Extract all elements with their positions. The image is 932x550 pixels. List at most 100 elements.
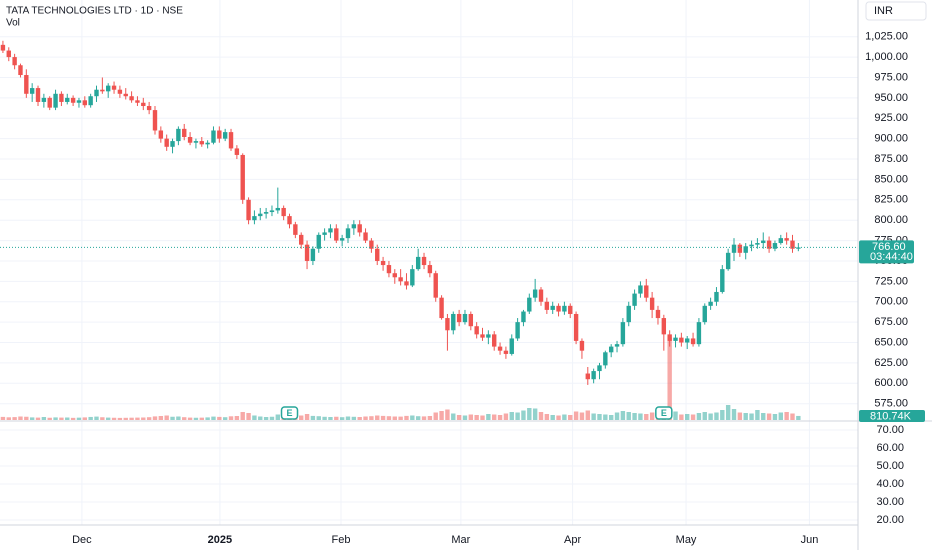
volume-bar [620, 411, 626, 420]
volume-bar [76, 417, 82, 420]
candle-body [205, 142, 210, 145]
volume-bar [597, 414, 602, 420]
candle-body [111, 85, 117, 90]
y-tick-label: 575.00 [874, 398, 908, 410]
volume-bar [673, 411, 678, 420]
volume-bar [380, 415, 386, 420]
volume-bar [199, 417, 204, 420]
candle-body [304, 244, 310, 261]
y2-tick-label: 70.00 [876, 424, 904, 436]
candle-body [322, 232, 327, 235]
candle-body [579, 340, 585, 351]
candle-body [29, 88, 35, 94]
volume-bar [509, 412, 514, 420]
volume-bar [696, 413, 702, 420]
volume-bar [334, 416, 339, 420]
y-tick-label: 1,025.00 [865, 31, 908, 43]
volume-bar [47, 417, 52, 420]
candle-body [562, 305, 567, 312]
volume-bar [480, 415, 485, 420]
candle-body [100, 89, 105, 92]
candle-body [462, 313, 468, 323]
volume-bar [515, 412, 520, 420]
volume-bar [339, 417, 345, 420]
volume-bar [88, 416, 93, 420]
x-tick-label: Mar [451, 534, 470, 546]
candle-body [573, 313, 579, 341]
volume-bar [573, 411, 579, 420]
countdown-label: 03:44:40 [870, 251, 913, 263]
volume-bar [240, 412, 245, 420]
y-tick-label: 875.00 [874, 153, 908, 165]
currency-button[interactable] [865, 1, 927, 21]
volume-bar [708, 413, 713, 420]
candle-body [35, 88, 41, 102]
volume-bar [6, 417, 11, 420]
candle-body [591, 371, 596, 380]
volume-bar [228, 416, 234, 420]
y2-tick-label: 60.00 [876, 442, 904, 454]
y-tick-label: 650.00 [874, 336, 908, 348]
candle-body [468, 313, 474, 327]
earnings-label: E [661, 408, 667, 418]
volume-bar [702, 412, 707, 420]
volume-bar [445, 409, 450, 420]
volume-bar [667, 337, 672, 420]
candle-body [544, 301, 550, 310]
candle-body [275, 207, 281, 211]
volume-bar [527, 408, 532, 420]
candle-body [170, 141, 175, 147]
volume-bar [146, 417, 152, 420]
candle-body [456, 313, 462, 323]
volume-bar [784, 412, 789, 420]
volume-bar [492, 414, 497, 420]
volume-bar [375, 415, 380, 420]
volume-bar [94, 416, 99, 420]
volume-bar [462, 415, 468, 420]
volume-bar [205, 417, 210, 420]
candle-body [0, 44, 6, 51]
volume-bar [53, 417, 58, 420]
candle-body [515, 322, 520, 339]
candle-body [386, 265, 392, 274]
candle-body [538, 289, 544, 302]
candle-body [597, 365, 602, 372]
volume-bar [714, 412, 719, 420]
volume-bar [737, 412, 743, 420]
x-tick-label: Apr [564, 534, 581, 546]
volume-bar [316, 416, 321, 420]
candle-body [474, 326, 479, 335]
x-tick-label: Dec [72, 534, 92, 546]
volume-bar [135, 417, 140, 420]
volume-bar [772, 414, 778, 420]
candle-body [673, 337, 678, 341]
volume-bar [761, 413, 766, 420]
volume-bar [626, 412, 631, 420]
currency-label[interactable]: INR [874, 5, 893, 17]
volume-bar [439, 411, 444, 420]
candle-body [708, 301, 713, 306]
candle-body [70, 97, 76, 103]
candle-body [328, 228, 333, 233]
candle-body [649, 297, 655, 310]
candle-body [263, 212, 269, 214]
volume-bar [404, 415, 409, 420]
candle-body [246, 199, 251, 221]
volume-bar [246, 413, 251, 420]
candle-body [158, 130, 164, 139]
candle-body [82, 100, 88, 106]
volume-bar [222, 417, 228, 420]
candle-body [614, 344, 620, 347]
volume-bar [538, 412, 544, 420]
y-tick-label: 975.00 [874, 71, 908, 83]
candle-body [94, 89, 99, 97]
volume-bar [41, 417, 47, 420]
candle-body [252, 216, 257, 221]
candle-body [24, 75, 29, 94]
volume-bar [579, 412, 585, 420]
volume-bar [778, 412, 783, 420]
volume-bar [328, 417, 333, 420]
volume-bar [82, 417, 88, 420]
